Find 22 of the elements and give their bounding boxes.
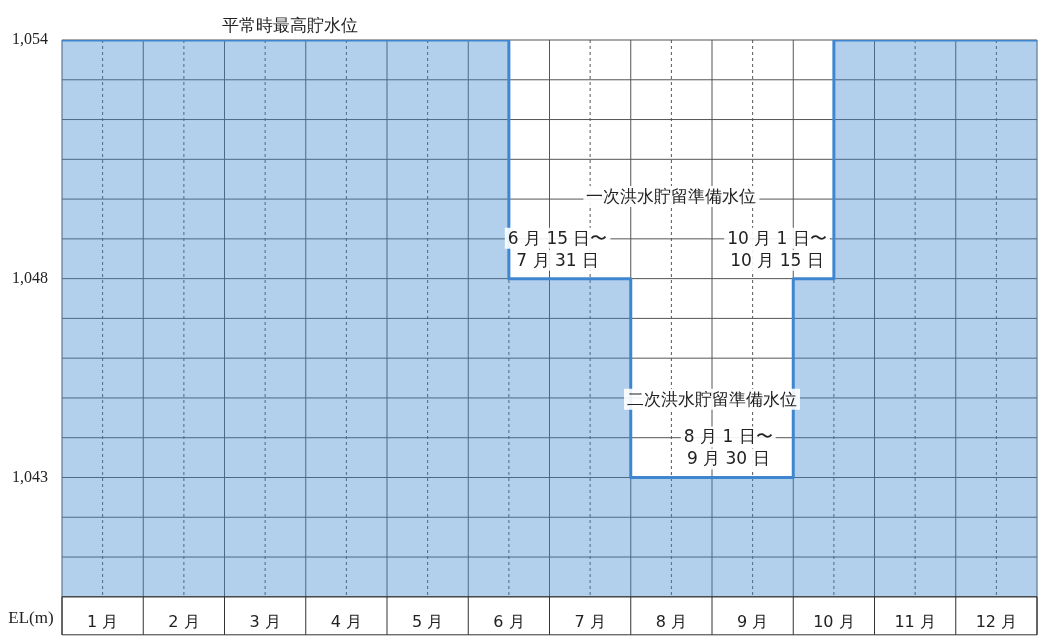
y-axis-title: EL(m) [8,608,54,628]
x-tick-label: 2 月 [168,611,200,631]
x-tick-label: 5 月 [411,611,444,631]
x-tick-label: 3 月 [249,611,281,631]
annotation: 8 月 1 日〜 9 月 30 日 [683,426,773,469]
x-tick-label: 6 月 [493,611,525,631]
annotation: 10 月 1 日〜 10 月 15 日 [727,227,827,270]
annotation: 二次洪水貯留準備水位 [627,388,797,409]
x-tick-label: 12 月 [975,611,1018,631]
y-tick-label: 1,054 [12,30,48,48]
x-tick-label: 9 月 [736,611,769,631]
y-tick-label: 1,043 [12,467,48,485]
x-tick-label: 4 月 [330,611,363,631]
annotation: 6 月 15 日〜 7 月 31 日 [507,227,608,270]
x-tick-label: 8 月 [655,611,688,631]
x-tick-label: 10 月 [813,611,855,631]
annotation: 平常時最高貯水位 [221,14,358,35]
annotation: 一次洪水貯留準備水位 [586,185,757,206]
x-tick-label: 11 月 [894,611,936,631]
y-tick-label: 1,048 [12,268,48,286]
x-tick-label: 1 月 [86,611,119,631]
x-tick-label: 7 月 [574,611,606,631]
